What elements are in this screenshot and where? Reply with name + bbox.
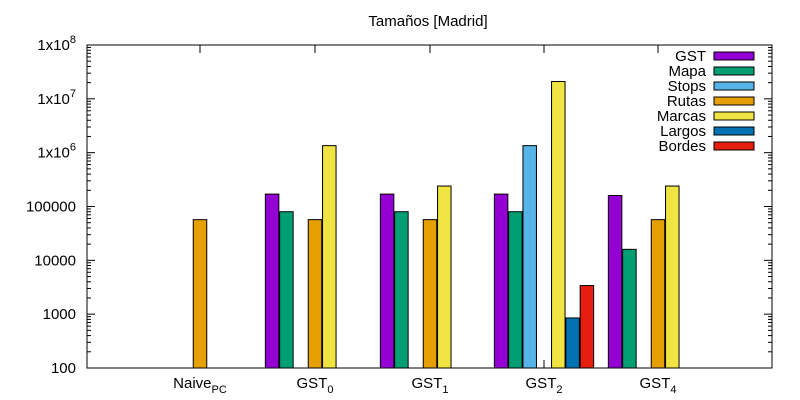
y-tick-label: 1000 bbox=[43, 306, 76, 323]
legend-swatch bbox=[713, 111, 755, 121]
y-tick-exponent: 8 bbox=[70, 34, 76, 46]
bar-marcas-1 bbox=[322, 145, 337, 369]
y-tick-label: 100000 bbox=[26, 199, 76, 216]
bar-mapa-2 bbox=[394, 211, 409, 369]
bar-gst-2 bbox=[379, 193, 395, 369]
bar-gst-1 bbox=[264, 193, 280, 369]
legend-swatch bbox=[713, 126, 755, 136]
bar-largos-3 bbox=[565, 317, 580, 369]
x-tick-sub: PC bbox=[212, 384, 227, 396]
x-tick-sub: 4 bbox=[670, 384, 676, 396]
legend-swatch bbox=[713, 51, 755, 61]
x-tick-base: GST bbox=[412, 375, 443, 392]
y-tick-base: 1x10 bbox=[37, 91, 70, 108]
x-tick-sub: 0 bbox=[327, 384, 333, 396]
legend-label: Stops bbox=[668, 78, 706, 95]
x-tick-sub: 1 bbox=[442, 384, 448, 396]
x-tick-base: GST bbox=[297, 375, 328, 392]
bar-marcas-3 bbox=[551, 80, 566, 369]
y-tick-exponent: 6 bbox=[70, 142, 76, 154]
legend-label: Bordes bbox=[658, 138, 706, 155]
x-tick-base: GST bbox=[526, 375, 557, 392]
y-tick-label: 1x107 bbox=[37, 88, 76, 108]
bar-rutas-0 bbox=[192, 219, 208, 369]
legend-swatch bbox=[713, 96, 755, 106]
y-tick-label: 10000 bbox=[34, 252, 76, 269]
bar-gst-3 bbox=[493, 193, 509, 369]
x-tick-sub: 2 bbox=[556, 384, 562, 396]
bar-mapa-1 bbox=[279, 211, 294, 369]
bar-marcas-2 bbox=[437, 185, 452, 369]
x-tick-label: NaivePC bbox=[173, 375, 227, 396]
bar-mapa-4 bbox=[622, 248, 637, 369]
legend-label: GST bbox=[675, 48, 706, 65]
legend-swatch bbox=[713, 81, 755, 91]
y-tick-exponent: 7 bbox=[70, 88, 76, 100]
bar-stops-3 bbox=[522, 145, 537, 369]
chart-title: Tamaños [Madrid] bbox=[368, 13, 487, 30]
bar-rutas-4 bbox=[650, 219, 666, 369]
legend-swatch bbox=[713, 66, 755, 76]
legend-label: Largos bbox=[660, 123, 706, 140]
bar-marcas-4 bbox=[665, 185, 680, 369]
legend-label: Rutas bbox=[667, 93, 706, 110]
bar-rutas-2 bbox=[422, 219, 438, 369]
x-tick-label: GST1 bbox=[412, 375, 449, 396]
legend-label: Marcas bbox=[657, 108, 706, 125]
legend-swatch bbox=[713, 141, 755, 151]
x-tick-base: GST bbox=[640, 375, 671, 392]
x-tick-base: Naive bbox=[173, 375, 211, 392]
y-tick-base: 1x10 bbox=[37, 37, 70, 54]
legend-label: Mapa bbox=[668, 63, 706, 80]
x-tick-label: GST0 bbox=[297, 375, 334, 396]
y-tick-label: 1x108 bbox=[37, 34, 76, 54]
bar-rutas-1 bbox=[307, 219, 323, 369]
y-tick-label: 1x106 bbox=[37, 142, 76, 162]
bar-bordes-3 bbox=[579, 285, 595, 369]
y-tick-base: 1x10 bbox=[37, 145, 70, 162]
x-axis: NaivePC GST0 GST1 GST2 GST4 bbox=[173, 45, 676, 396]
x-tick-label: GST4 bbox=[640, 375, 677, 396]
bar-mapa-3 bbox=[508, 211, 523, 369]
bar-gst-4 bbox=[607, 195, 623, 369]
bars bbox=[192, 80, 680, 369]
x-tick-label: GST2 bbox=[526, 375, 563, 396]
y-tick-label: 100 bbox=[51, 360, 76, 377]
